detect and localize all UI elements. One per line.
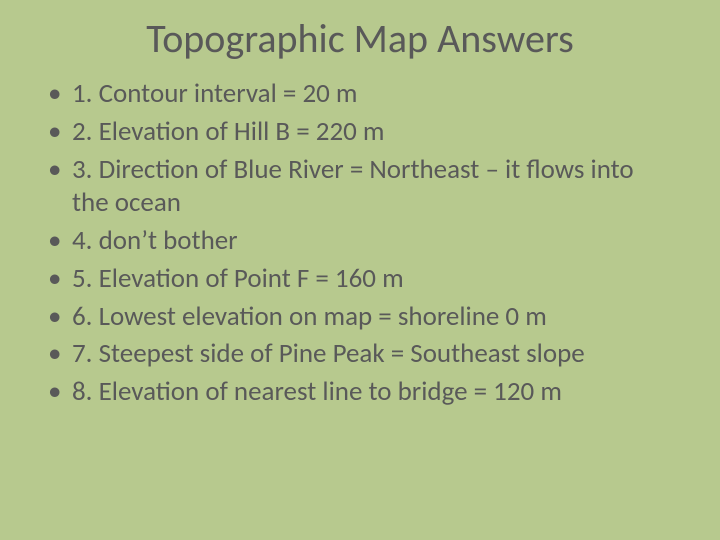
slide: Topographic Map Answers 1. Contour inter… (0, 0, 720, 540)
list-item: 5. Elevation of Point F = 160 m (44, 262, 676, 296)
bullet-list: 1. Contour interval = 20 m 2. Elevation … (44, 77, 676, 409)
list-item: 3. Direction of Blue River = Northeast –… (44, 153, 676, 221)
list-item: 8. Elevation of nearest line to bridge =… (44, 375, 676, 409)
list-item: 4. don’t bother (44, 224, 676, 258)
list-item: 2. Elevation of Hill B = 220 m (44, 115, 676, 149)
list-item: 1. Contour interval = 20 m (44, 77, 676, 111)
list-item: 7. Steepest side of Pine Peak = Southeas… (44, 337, 676, 371)
list-item: 6. Lowest elevation on map = shoreline 0… (44, 300, 676, 334)
slide-title: Topographic Map Answers (44, 14, 676, 63)
